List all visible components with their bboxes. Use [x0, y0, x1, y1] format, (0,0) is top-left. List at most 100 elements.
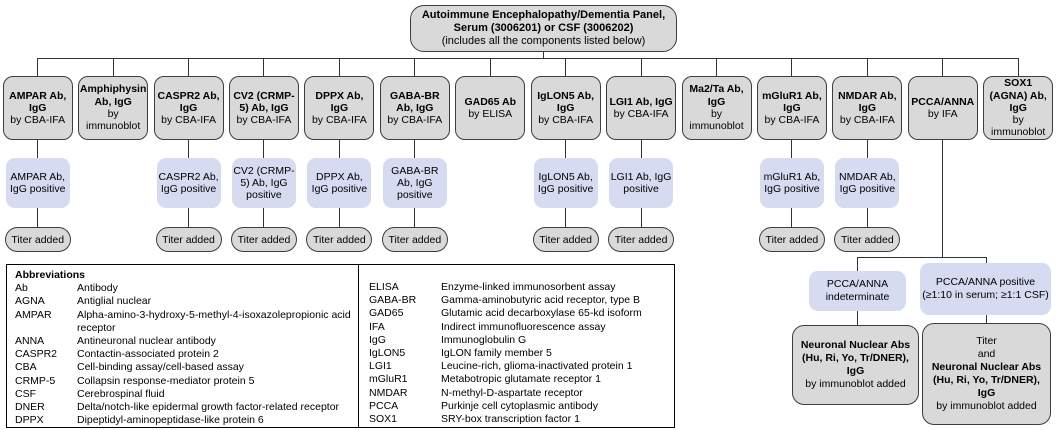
test-box-ampar: AMPAR Ab, IgG by CBA-IFA [2, 76, 73, 140]
connector [640, 208, 642, 227]
abbr-row: DNER Delta/notch-like epidermal growth fa… [15, 401, 352, 414]
panel-title-box: Autoimmune Encephalopathy/Dementia Panel… [410, 5, 677, 52]
abbr-row: GAD65 Glutamic acid decarboxylase 65-kd i… [369, 307, 668, 320]
test-name: AMPAR Ab, IgG [9, 89, 67, 114]
connector [112, 58, 114, 76]
abbr-row: ELISA Enzyme-linked immunosorbent assay [369, 281, 668, 294]
column-amphiphysin: Amphiphysin Ab, IgG by immunoblot [75, 58, 150, 252]
test-box-gad65: GAD65 Ab by ELISA [455, 76, 526, 140]
test-method: by immunoblot [991, 114, 1046, 139]
connector [791, 58, 793, 76]
connector [716, 58, 717, 76]
abbr-def: Cell-binding assay/cell-based assay [77, 361, 244, 374]
positive-box-dppx: DPPX Ab, IgG positive [307, 158, 372, 208]
abbr-term: CBA [15, 361, 37, 374]
connector [857, 311, 858, 325]
abbr-def: Gamma-aminobutyric acid receptor, type B [441, 294, 640, 307]
abbr-def: Metabotropic glutamate receptor 1 [441, 373, 601, 386]
test-box-gababr: GABA-BR Ab, IgG by CBA-IFA [379, 76, 450, 140]
titer-added-badge: Titer added [758, 227, 825, 252]
test-name: CV2 (CRMP-5) Ab, IgG [233, 89, 295, 114]
abbr-row: ANNA Antineuronal nuclear antibody [15, 335, 352, 348]
abbr-term: LGI1 [369, 360, 392, 373]
test-method: by CBA-IFA [387, 114, 443, 127]
abbr-term: IFA [369, 320, 385, 333]
connector-title-stub [543, 51, 544, 59]
connector [414, 140, 416, 158]
result-name: Neuronal Nuclear Abs (Hu, Ri, Yo, Tr/DNE… [800, 339, 911, 377]
titer-added-badge: Titer added [532, 227, 599, 252]
connector [565, 208, 567, 227]
abbr-def: IgLON family member 5 [441, 347, 552, 360]
column-dppx: DPPX Ab, IgG by CBA-IFA DPPX Ab, IgG pos… [302, 58, 377, 252]
test-method: by CBA-IFA [311, 114, 367, 127]
abbr-term: Ab [15, 282, 28, 295]
connector [263, 208, 265, 227]
positive-box-ampar: AMPAR Ab, IgG positive [5, 158, 70, 208]
column-lgi1: LGI1 Ab, IgG by CBA-IFA LGI1 Ab, IgG pos… [603, 58, 678, 252]
column-caspr2: CASPR2 Ab, IgG by CBA-IFA CASPR2 Ab, IgG… [151, 58, 226, 252]
titer-added-badge: Titer added [155, 227, 222, 252]
test-method: by ELISA [468, 108, 513, 120]
abbr-term: mGluR1 [369, 373, 408, 386]
positive-box-mglur1: mGluR1 Ab, IgG positive [759, 158, 824, 208]
abbr-row: AMPAR Alpha-amino-3-hydroxy-5-methyl-4-is… [15, 309, 352, 335]
abbr-def: Collapsin response-mediator protein 5 [77, 374, 255, 387]
abbr-row: IgG Immunoglobulin G [369, 334, 668, 347]
test-method: by CBA-IFA [10, 114, 66, 127]
connector [37, 140, 39, 158]
positive-box-caspr2: CASPR2 Ab, IgG positive [156, 158, 221, 208]
positive-box-nmdar: NMDAR Ab, IgG positive [835, 158, 900, 208]
abbr-term: IgLON5 [369, 347, 406, 360]
connector [866, 58, 868, 76]
panel-title-line3: (includes all the components listed belo… [441, 35, 646, 47]
abbreviations-right-column: ELISA Enzyme-linked immunosorbent assay G… [359, 265, 674, 427]
test-box-sox1: SOX1 (AGNA) Ab, IgG by immunoblot [983, 76, 1054, 140]
test-columns: AMPAR Ab, IgG by CBA-IFA AMPAR Ab, IgG p… [0, 58, 1056, 252]
abbr-def: Indirect immunofluorescence assay [441, 320, 606, 333]
test-box-ma2ta: Ma2/Ta Ab, IgG by immunoblot [681, 76, 752, 140]
titer-added-badge: Titer added [381, 227, 448, 252]
titer-added-badge: Titer added [834, 227, 901, 252]
connector [414, 208, 416, 227]
pcca-positive-box: PCCA/ANNA positive (≥1:10 in serum; ≥1:1… [920, 263, 1051, 315]
connector [866, 208, 868, 227]
abbr-term: AGNA [15, 295, 45, 308]
abbr-def: Antibody [77, 282, 118, 295]
abbr-term: CSF [15, 387, 36, 400]
test-name: DPPX Ab, IgG [315, 89, 364, 114]
test-name: PCCA/ANNA [911, 95, 975, 108]
titer-added-badge: Titer added [608, 227, 675, 252]
abbr-row: PCCA Purkinje cell cytoplasmic antibody [369, 400, 668, 413]
connector [791, 140, 793, 158]
connector [565, 140, 567, 158]
column-nmdar: NMDAR Ab, IgG by CBA-IFA NMDAR Ab, IgG p… [830, 58, 905, 252]
abbr-def: SRY-box transcription factor 1 [441, 413, 580, 426]
column-pcca-anna: PCCA/ANNA by IFA [905, 58, 980, 252]
test-method: by CBA-IFA [613, 108, 669, 120]
abbr-term: CASPR2 [15, 348, 58, 361]
abbr-def: Antiglial nuclear [77, 295, 152, 308]
test-box-amphiphysin: Amphiphysin Ab, IgG by immunoblot [78, 76, 149, 140]
abbr-row: GABA-BR Gamma-aminobutyric acid receptor,… [369, 294, 668, 307]
abbr-def: Alpha-amino-3-hydroxy-5-methyl-4-isoxazo… [77, 308, 351, 334]
abbr-term: IgG [369, 333, 386, 346]
positive-box-gababr: GABA-BR Ab, IgG positive [382, 158, 447, 208]
test-name: NMDAR Ab, IgG [838, 89, 897, 114]
abbr-term: PCCA [369, 399, 399, 412]
connector [414, 58, 416, 76]
column-gababr: GABA-BR Ab, IgG by CBA-IFA GABA-BR Ab, I… [377, 58, 452, 252]
test-box-dppx: DPPX Ab, IgG by CBA-IFA [304, 76, 375, 140]
abbr-term: DNER [15, 401, 45, 414]
result-method: by immunoblot added [936, 400, 1037, 412]
connector [188, 58, 190, 76]
connector [791, 208, 793, 227]
connector [640, 140, 642, 158]
connector [986, 315, 987, 323]
connector [1017, 58, 1019, 76]
test-method: by CBA-IFA [161, 114, 216, 127]
abbr-row: LGI1 Leucine-rich, glioma-inactivated pro… [369, 360, 668, 373]
titer-added-badge: Titer added [230, 227, 297, 252]
test-name: mGluR1 Ab, IgG [762, 89, 822, 114]
abbreviations-title: Abbreviations [15, 269, 86, 281]
